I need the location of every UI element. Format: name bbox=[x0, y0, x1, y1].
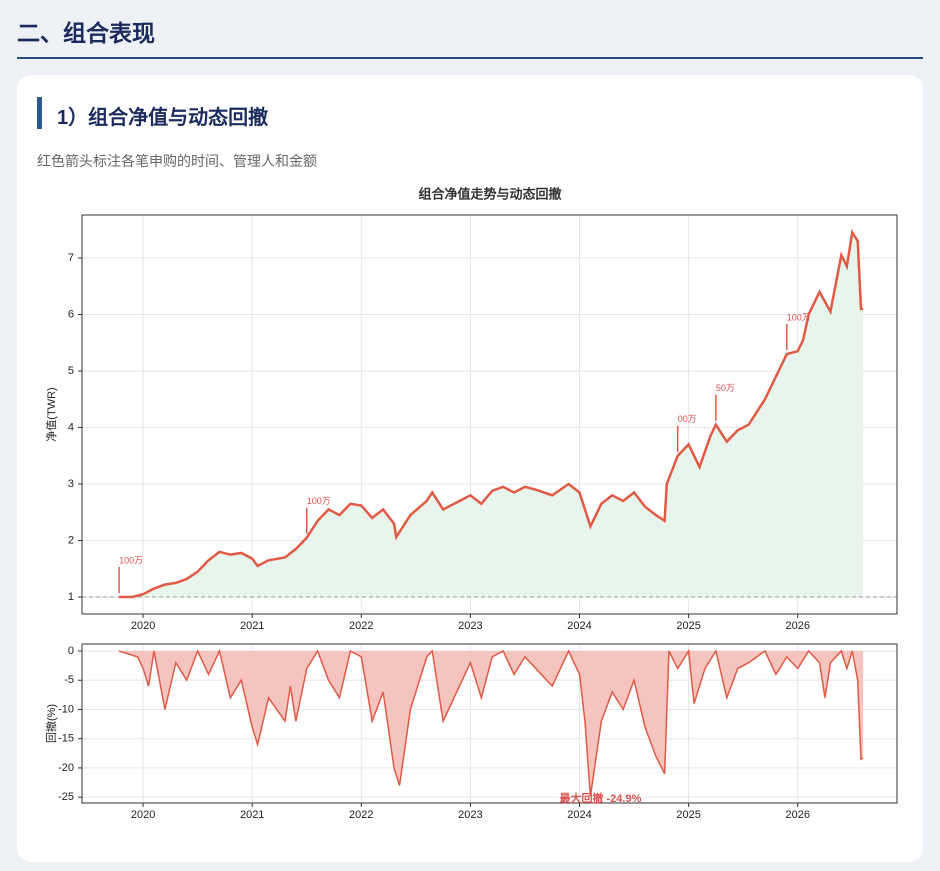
annotation-label: 100万 bbox=[787, 312, 811, 322]
area-fill bbox=[119, 232, 864, 598]
x-tick-label: 2026 bbox=[785, 620, 809, 632]
card-title: 1）组合净值与动态回撤 bbox=[57, 107, 269, 129]
y-tick-label: -25 bbox=[58, 791, 74, 803]
y-tick-label: 3 bbox=[68, 478, 74, 490]
x-tick-label: 2022 bbox=[349, 809, 373, 821]
y-tick-label: -5 bbox=[64, 674, 74, 686]
y-tick-label: 0 bbox=[68, 645, 74, 657]
y-tick-label: 1 bbox=[68, 591, 74, 603]
x-tick-label: 2023 bbox=[458, 620, 482, 632]
y-tick-label: -20 bbox=[58, 762, 74, 774]
x-tick-label: 2025 bbox=[676, 620, 700, 632]
annotation-label: 50万 bbox=[716, 383, 735, 393]
y-tick-label: 4 bbox=[68, 421, 74, 433]
area-fill bbox=[119, 651, 864, 797]
annotation-label: 100万 bbox=[119, 555, 143, 565]
y-tick-label: 5 bbox=[68, 365, 74, 377]
card-subtitle: 红色箭头标注各笔申购的时间、管理人和金额 bbox=[37, 153, 317, 169]
annotation-label: 00万 bbox=[678, 414, 697, 424]
y-tick-label: -10 bbox=[58, 703, 74, 715]
y-axis-label: 净值(TWR) bbox=[44, 387, 58, 441]
x-tick-label: 2026 bbox=[785, 809, 809, 821]
x-tick-label: 2021 bbox=[240, 809, 264, 821]
x-tick-label: 2020 bbox=[131, 620, 155, 632]
y-tick-label: 7 bbox=[68, 252, 74, 264]
title-bar bbox=[37, 97, 42, 129]
x-tick-label: 2021 bbox=[240, 620, 264, 632]
x-tick-label: 2022 bbox=[349, 620, 373, 632]
section-rule bbox=[17, 57, 923, 59]
x-tick-label: 2024 bbox=[567, 809, 591, 821]
nav-line bbox=[119, 229, 864, 599]
y-tick-label: 2 bbox=[68, 534, 74, 546]
plot-frame bbox=[81, 214, 898, 615]
x-tick-label: 2024 bbox=[567, 620, 591, 632]
chart-title: 组合净值走势与动态回撤 bbox=[418, 186, 561, 201]
section-title: 二、组合表现 bbox=[17, 20, 155, 46]
annotation-label: 100万 bbox=[307, 496, 331, 506]
annotation-label: 最大回撤 -24.9% bbox=[559, 791, 641, 805]
y-tick-label: -15 bbox=[58, 733, 74, 745]
x-tick-label: 2023 bbox=[458, 809, 482, 821]
y-axis-label: 回撤(%) bbox=[44, 704, 58, 743]
plot-frame bbox=[81, 643, 898, 804]
y-tick-label: 6 bbox=[68, 308, 74, 320]
x-tick-label: 2020 bbox=[131, 809, 155, 821]
drawdown-line bbox=[118, 648, 864, 797]
x-tick-label: 2025 bbox=[676, 809, 700, 821]
